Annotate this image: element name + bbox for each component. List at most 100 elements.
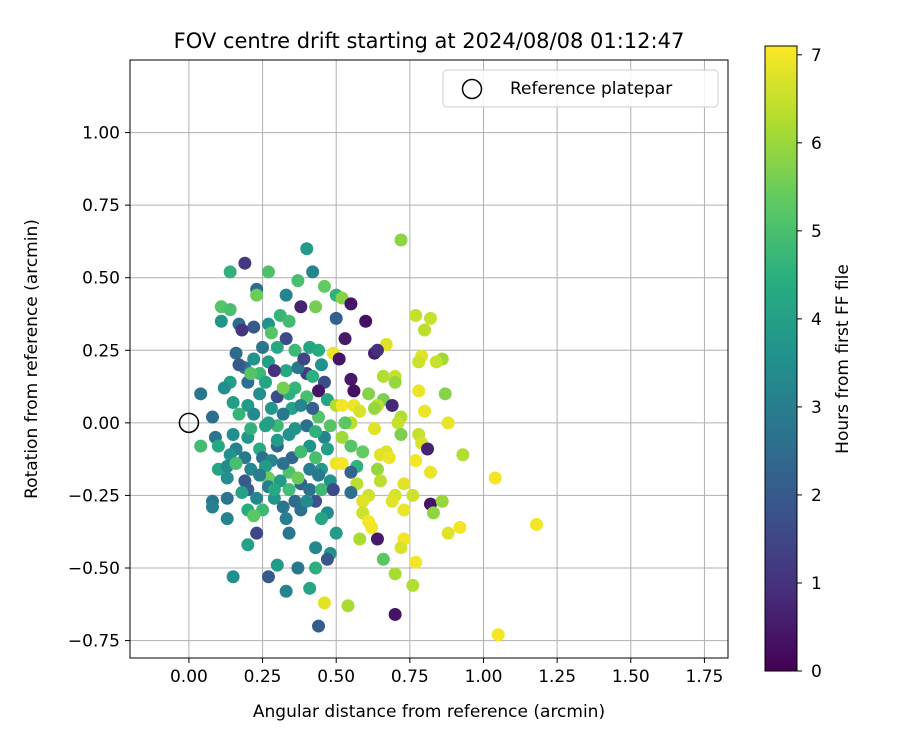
data-point (238, 256, 252, 270)
data-point (194, 439, 208, 453)
x-tick-label: 1.75 (686, 667, 724, 687)
data-point (335, 430, 349, 444)
y-tick-label: 1.00 (82, 124, 120, 144)
data-point (356, 445, 370, 459)
data-point (211, 439, 225, 453)
data-point (297, 352, 311, 366)
data-point (368, 422, 382, 436)
y-tick-label: 0.50 (82, 269, 120, 289)
data-point (314, 483, 328, 497)
data-point (267, 364, 281, 378)
data-point (335, 457, 349, 471)
data-point (335, 398, 349, 412)
data-point (312, 619, 326, 633)
data-point (309, 541, 323, 555)
data-point (264, 326, 278, 340)
data-point (223, 303, 237, 317)
data-point (344, 439, 358, 453)
data-point (253, 468, 267, 482)
data-point (332, 352, 346, 366)
data-point (270, 433, 284, 447)
data-point (309, 451, 323, 465)
data-point (279, 364, 293, 378)
data-point (309, 561, 323, 575)
data-point (247, 352, 261, 366)
data-point (229, 346, 243, 360)
data-point (247, 320, 261, 334)
data-point (388, 567, 402, 581)
data-point (217, 381, 231, 395)
grid-lines (130, 60, 728, 658)
data-point (341, 599, 355, 613)
data-point (391, 416, 405, 430)
y-tick-label: 0.75 (82, 196, 120, 216)
x-tick-label: 1.00 (465, 667, 503, 687)
y-axis-label: Rotation from reference (arcmin) (22, 219, 42, 499)
data-point (418, 323, 432, 337)
data-point (453, 520, 467, 534)
x-tick-label: 0.75 (391, 667, 429, 687)
data-point (223, 265, 237, 279)
colorbar-gradient (764, 45, 798, 672)
data-point (259, 375, 273, 389)
data-point (303, 483, 317, 497)
colorbar-tick-label: 4 (811, 310, 822, 330)
data-point (409, 555, 423, 569)
data-point (288, 343, 302, 357)
data-point (250, 491, 264, 505)
data-point (312, 384, 326, 398)
data-point (388, 375, 402, 389)
data-point (488, 471, 502, 485)
data-point (347, 384, 361, 398)
data-point (309, 425, 323, 439)
data-point (194, 387, 208, 401)
legend-reference-label: Reference platepar (510, 79, 672, 99)
data-point (365, 520, 379, 534)
data-point (329, 526, 343, 540)
data-point (220, 512, 234, 526)
data-point (338, 332, 352, 346)
data-point (253, 387, 267, 401)
data-point (376, 369, 390, 383)
data-point (409, 308, 423, 322)
data-point (226, 396, 240, 410)
data-point (423, 465, 437, 479)
data-point (300, 494, 314, 508)
data-point (244, 422, 258, 436)
data-point (250, 288, 264, 302)
colorbar-label: Hours from first FF file (833, 264, 853, 454)
data-point (229, 457, 243, 471)
x-tick-label: 0.50 (317, 667, 355, 687)
data-point (385, 494, 399, 508)
data-point (303, 581, 317, 595)
data-point (282, 483, 296, 497)
colorbar: 0 1 2 3 4 5 6 7 Hours from first FF file (764, 45, 853, 682)
data-point (491, 628, 505, 642)
data-point (282, 526, 296, 540)
data-point (291, 561, 305, 575)
data-point (353, 404, 367, 418)
data-point (456, 448, 470, 462)
y-axis-ticks: −0.75 −0.50 −0.25 0.00 0.25 0.50 0.75 1.00 (68, 124, 130, 652)
data-point (326, 483, 340, 497)
data-point (356, 494, 370, 508)
data-point (235, 323, 249, 337)
y-tick-label: 0.25 (82, 341, 120, 361)
data-point (261, 570, 275, 584)
data-point (226, 427, 240, 441)
data-point (423, 311, 437, 325)
data-point (279, 584, 293, 598)
data-point (267, 483, 281, 497)
data-point (412, 355, 426, 369)
data-point (279, 512, 293, 526)
data-point (317, 596, 331, 610)
data-point (261, 416, 275, 430)
x-tick-label: 1.50 (612, 667, 650, 687)
data-point (317, 279, 331, 293)
x-axis-label: Angular distance from reference (arcmin) (253, 702, 605, 722)
x-tick-label: 1.25 (538, 667, 576, 687)
y-tick-label: −0.50 (68, 559, 120, 579)
data-point (323, 419, 337, 433)
data-point (306, 369, 320, 383)
